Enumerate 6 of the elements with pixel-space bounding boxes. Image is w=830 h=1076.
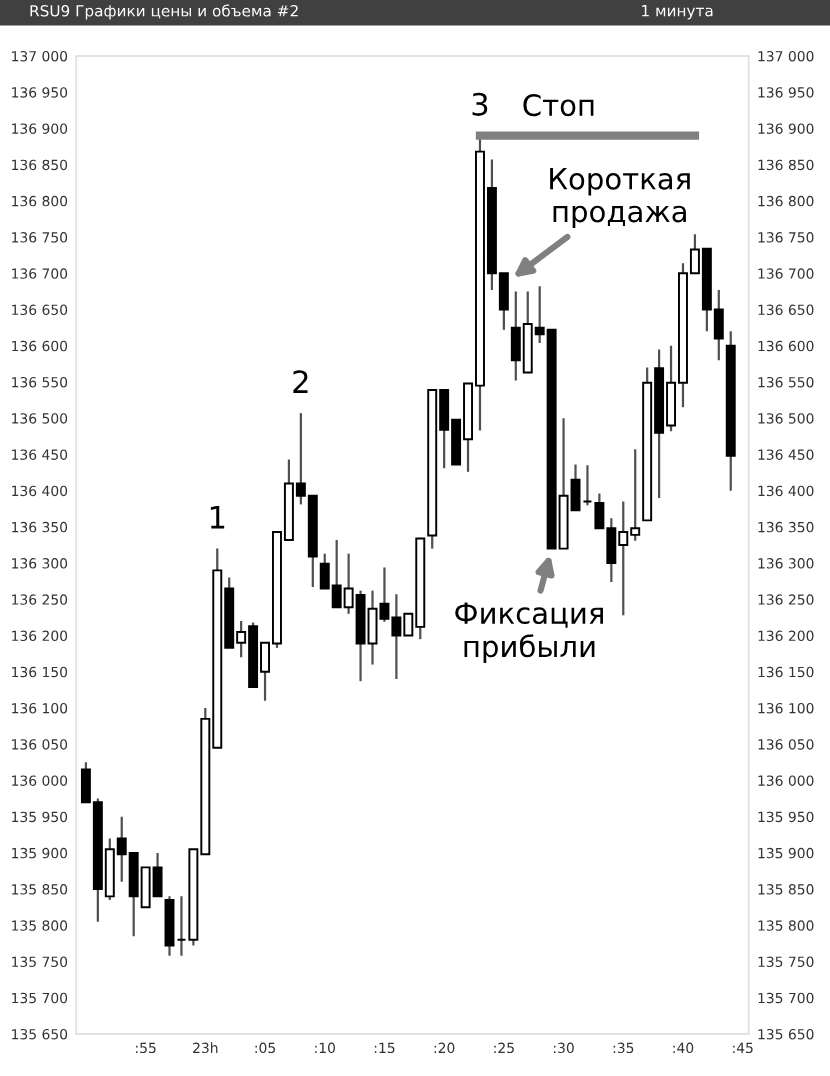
annotation: 3 (472, 92, 488, 116)
annotation: 1 (210, 506, 225, 529)
annotation: Короткая продажа (550, 168, 690, 229)
annotation: Стоп (523, 94, 594, 117)
annotation: Фиксация прибыли (455, 602, 603, 663)
annotation: 2 (293, 370, 308, 393)
